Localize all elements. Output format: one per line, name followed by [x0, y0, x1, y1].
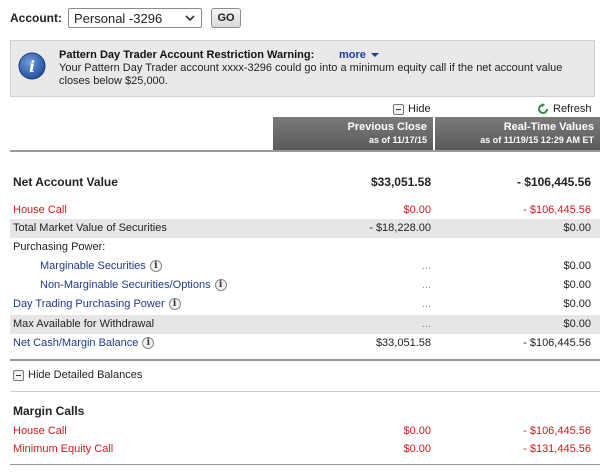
- row-value-real-time: $0.00: [563, 318, 591, 330]
- row-label: House Call: [13, 204, 67, 216]
- warning-more-label: more: [339, 49, 366, 61]
- row-value-previous: ...: [421, 260, 431, 272]
- column-title-real-time: Real-Time Values: [503, 121, 594, 133]
- warning-body: Your Pattern Day Trader account xxxx-329…: [59, 62, 563, 87]
- caret-down-icon: [370, 53, 379, 57]
- row-value-previous: $33,051.58: [375, 337, 431, 349]
- row-label: Minimum Equity Call: [13, 443, 114, 455]
- hide-label: Hide: [408, 103, 431, 115]
- row-value-previous: $0.00: [403, 425, 431, 437]
- row-value-real-time: $0.00: [563, 298, 591, 310]
- chevron-down-icon: [185, 15, 195, 22]
- account-select-value: Personal -3296: [74, 10, 163, 26]
- row-margin-house-call: House Call $0.00 - $106,445.56: [10, 422, 600, 441]
- section-divider: [10, 391, 600, 392]
- non-marginable-securities-link[interactable]: Non-Marginable Securities/Options: [40, 279, 211, 291]
- row-marginable-securities: Marginable Securities i ... $0.00: [10, 257, 600, 276]
- refresh-button[interactable]: Refresh: [537, 103, 592, 115]
- row-value-real-time: - $106,445.56: [516, 175, 591, 189]
- row-total-market-value: Total Market Value of Securities - $18,2…: [10, 219, 600, 238]
- warning-title: Pattern Day Trader Account Restriction W…: [59, 49, 315, 61]
- row-value-real-time: - $106,445.56: [523, 204, 591, 216]
- detail-divider: [10, 359, 600, 361]
- row-value-previous: - $18,228.00: [369, 222, 431, 234]
- row-value-real-time: $0.00: [563, 222, 591, 234]
- bottom-divider: [10, 464, 600, 465]
- account-select[interactable]: Personal -3296: [68, 8, 202, 28]
- row-max-available-withdrawal: Max Available for Withdrawal ... $0.00: [10, 315, 600, 334]
- account-selector-row: Account: Personal -3296 GO: [10, 7, 241, 29]
- net-cash-margin-balance-link[interactable]: Net Cash/Margin Balance: [13, 337, 139, 349]
- row-value-previous: $0.00: [403, 204, 431, 216]
- row-value-real-time: $0.00: [563, 279, 591, 291]
- refresh-label: Refresh: [553, 103, 592, 115]
- row-minimum-equity-call: Minimum Equity Call $0.00 - $131,445.56: [10, 440, 600, 459]
- info-icon[interactable]: i: [214, 279, 227, 291]
- collapse-icon: [393, 103, 404, 115]
- go-button[interactable]: GO: [211, 8, 241, 28]
- collapse-icon: [13, 369, 24, 381]
- info-icon[interactable]: i: [168, 298, 181, 310]
- row-day-trading-purchasing-power: Day Trading Purchasing Power i ... $0.00: [10, 295, 600, 314]
- row-label: Net Account Value: [13, 175, 118, 189]
- account-label: Account:: [10, 11, 62, 25]
- row-house-call: House Call $0.00 - $106,445.56: [10, 201, 600, 220]
- row-net-cash-margin-balance: Net Cash/Margin Balance i $33,051.58 - $…: [10, 334, 600, 353]
- marginable-securities-link[interactable]: Marginable Securities: [40, 260, 146, 272]
- row-value-previous: $33,051.58: [370, 175, 431, 189]
- refresh-icon: [538, 103, 548, 114]
- column-subtitle-previous-close: as of 11/17/15: [368, 135, 427, 145]
- hide-detailed-balances-button[interactable]: Hide Detailed Balances: [13, 369, 142, 381]
- row-purchasing-power: Purchasing Power:: [10, 238, 600, 257]
- pdt-warning-banner: i Pattern Day Trader Account Restriction…: [10, 40, 595, 97]
- row-value-previous: ...: [421, 298, 431, 310]
- balances-toolbar: Hide Refresh: [0, 103, 600, 117]
- info-icon[interactable]: i: [149, 260, 162, 272]
- hide-columns-button[interactable]: Hide: [393, 103, 431, 115]
- info-icon: i: [18, 52, 46, 80]
- svg-text:i: i: [29, 57, 35, 76]
- row-net-account-value: Net Account Value $33,051.58 - $106,445.…: [10, 172, 600, 191]
- day-trading-purchasing-power-link[interactable]: Day Trading Purchasing Power: [13, 298, 165, 310]
- row-label: Total Market Value of Securities: [13, 222, 167, 234]
- column-header-real-time: Real-Time Values as of 11/19/15 12:29 AM…: [435, 117, 600, 150]
- margin-calls-title: Margin Calls: [13, 404, 85, 418]
- header-divider: [10, 150, 600, 152]
- info-icon[interactable]: i: [142, 337, 155, 349]
- column-subtitle-real-time: as of 11/19/15 12:29 AM ET: [480, 135, 594, 145]
- row-value-real-time: - $106,445.56: [523, 425, 591, 437]
- warning-more-link[interactable]: more: [339, 49, 379, 61]
- column-header-previous-close: Previous Close as of 11/17/15: [273, 117, 433, 150]
- row-value-real-time: - $106,445.56: [523, 337, 591, 349]
- row-value-previous: $0.00: [403, 443, 431, 455]
- row-label: Purchasing Power:: [13, 241, 106, 253]
- hide-detailed-balances-label: Hide Detailed Balances: [28, 369, 143, 381]
- row-value-previous: ...: [421, 318, 431, 330]
- row-value-real-time: - $131,445.56: [523, 443, 591, 455]
- row-non-marginable-securities: Non-Marginable Securities/Options i ... …: [10, 276, 600, 295]
- row-label: House Call: [13, 425, 67, 437]
- row-value-real-time: $0.00: [563, 260, 591, 272]
- column-title-previous-close: Previous Close: [347, 121, 427, 133]
- row-label: Max Available for Withdrawal: [13, 318, 155, 330]
- row-value-previous: ...: [421, 279, 431, 291]
